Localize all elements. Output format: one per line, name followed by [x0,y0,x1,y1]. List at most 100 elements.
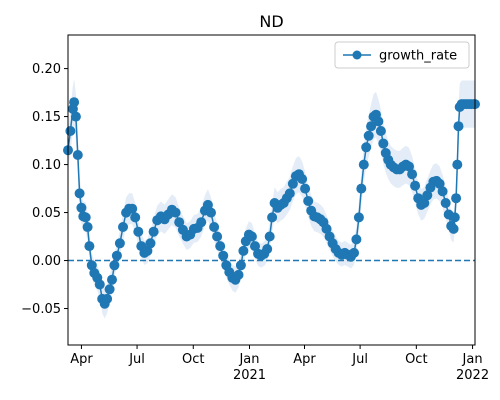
data-point-135 [449,212,460,223]
data-point-108 [373,116,384,127]
data-point-120 [407,169,418,180]
x-tick-label-1: Jul [128,352,145,367]
data-point-70 [264,231,275,242]
data-point-103 [361,142,372,153]
data-point-78 [287,178,298,189]
data-point-60 [235,260,246,271]
plot-frame [67,34,476,346]
data-point-100 [353,212,364,223]
data-point-83 [303,196,314,206]
x-tick-year-3: 2021 [233,368,266,383]
data-point-22 [111,250,122,261]
data-point-130 [437,186,448,197]
data-point-109 [375,126,386,136]
data-point-82 [300,183,311,194]
confidence-band-layer [68,78,475,319]
data-point-50 [206,207,216,218]
data-point-69 [262,244,273,254]
data-point-99 [351,234,362,245]
data-point-9 [80,212,91,223]
data-point-121 [410,180,421,191]
data-point-15 [94,279,105,290]
data-point-21 [109,260,120,271]
data-point-41 [174,217,185,228]
y-tick-label-1: 0.00 [32,254,61,269]
y-axis: −0.05 0.00 0.05 0.10 0.15 0.20 [21,62,68,317]
x-tick-label-4: Apr [293,352,316,367]
data-point-24 [118,222,128,232]
data-point-138 [453,121,464,132]
x-tick-label-0: Apr [70,352,93,367]
data-point-59 [233,269,244,280]
data-point-47 [196,217,207,228]
data-point-3 [69,97,80,108]
x-tick-label-6: Oct [405,352,427,367]
data-point-119 [404,161,414,172]
y-tick-label-0: −0.05 [21,302,61,317]
data-point-4 [70,111,81,122]
data-point-98 [349,247,359,258]
data-point-131 [440,198,451,208]
data-point-102 [358,159,369,170]
chart-title: ND [259,12,283,31]
data-point-71 [267,212,278,223]
legend-label: growth_rate [379,49,457,64]
data-point-33 [145,238,156,249]
x-tick-label-2: Oct [182,352,204,367]
data-point-12 [86,260,97,271]
data-point-40 [170,207,181,218]
data-point-27 [127,203,138,214]
data-point-49 [202,199,213,210]
data-point-104 [363,130,374,141]
data-point-28 [130,212,141,223]
plot-area [68,35,475,345]
data-point-5 [72,150,83,160]
data-point-89 [321,223,332,234]
data-point-101 [356,183,367,194]
legend-marker-swatch [352,50,362,60]
data-point-20 [107,274,117,285]
data-point-134 [448,223,459,234]
data-point-129 [434,178,445,189]
legend: growth_rate [334,41,470,69]
data-point-7 [76,202,87,213]
data-point-125 [422,190,433,201]
data-point-29 [133,226,144,237]
data-point-110 [378,138,389,149]
data-point-1 [65,126,76,136]
data-point-137 [452,159,463,170]
y-tick-label-4: 0.15 [32,110,61,125]
y-tick-label-2: 0.05 [32,206,61,221]
data-point-77 [284,188,295,199]
x-tick-label-5: Jul [351,352,368,367]
data-point-19 [104,284,115,295]
data-point-23 [114,238,125,249]
confidence-band [68,78,475,319]
data-point-105 [366,121,377,132]
data-point-53 [215,241,226,252]
data-point-65 [250,241,260,252]
data-point-32 [142,245,153,256]
x-tick-year-7: 2022 [456,368,489,383]
data-point-34 [148,226,159,237]
y-tick-label-3: 0.10 [32,158,61,173]
data-point-18 [102,293,113,304]
legend-box [334,41,470,69]
data-point-124 [419,198,430,208]
data-point-51 [209,222,220,232]
data-point-61 [238,245,249,256]
data-point-81 [297,174,308,184]
data-point-10 [82,222,93,232]
y-tick-label-5: 0.20 [32,62,61,77]
data-point-52 [212,231,223,242]
data-point-54 [218,250,229,261]
data-point-64 [246,231,257,242]
series-layer [63,97,480,309]
data-point-6 [74,188,85,199]
x-tick-label-3: Jan [238,352,259,367]
x-tick-label-7: Jan [462,352,483,367]
data-point-136 [451,193,462,204]
data-point-11 [84,241,95,252]
